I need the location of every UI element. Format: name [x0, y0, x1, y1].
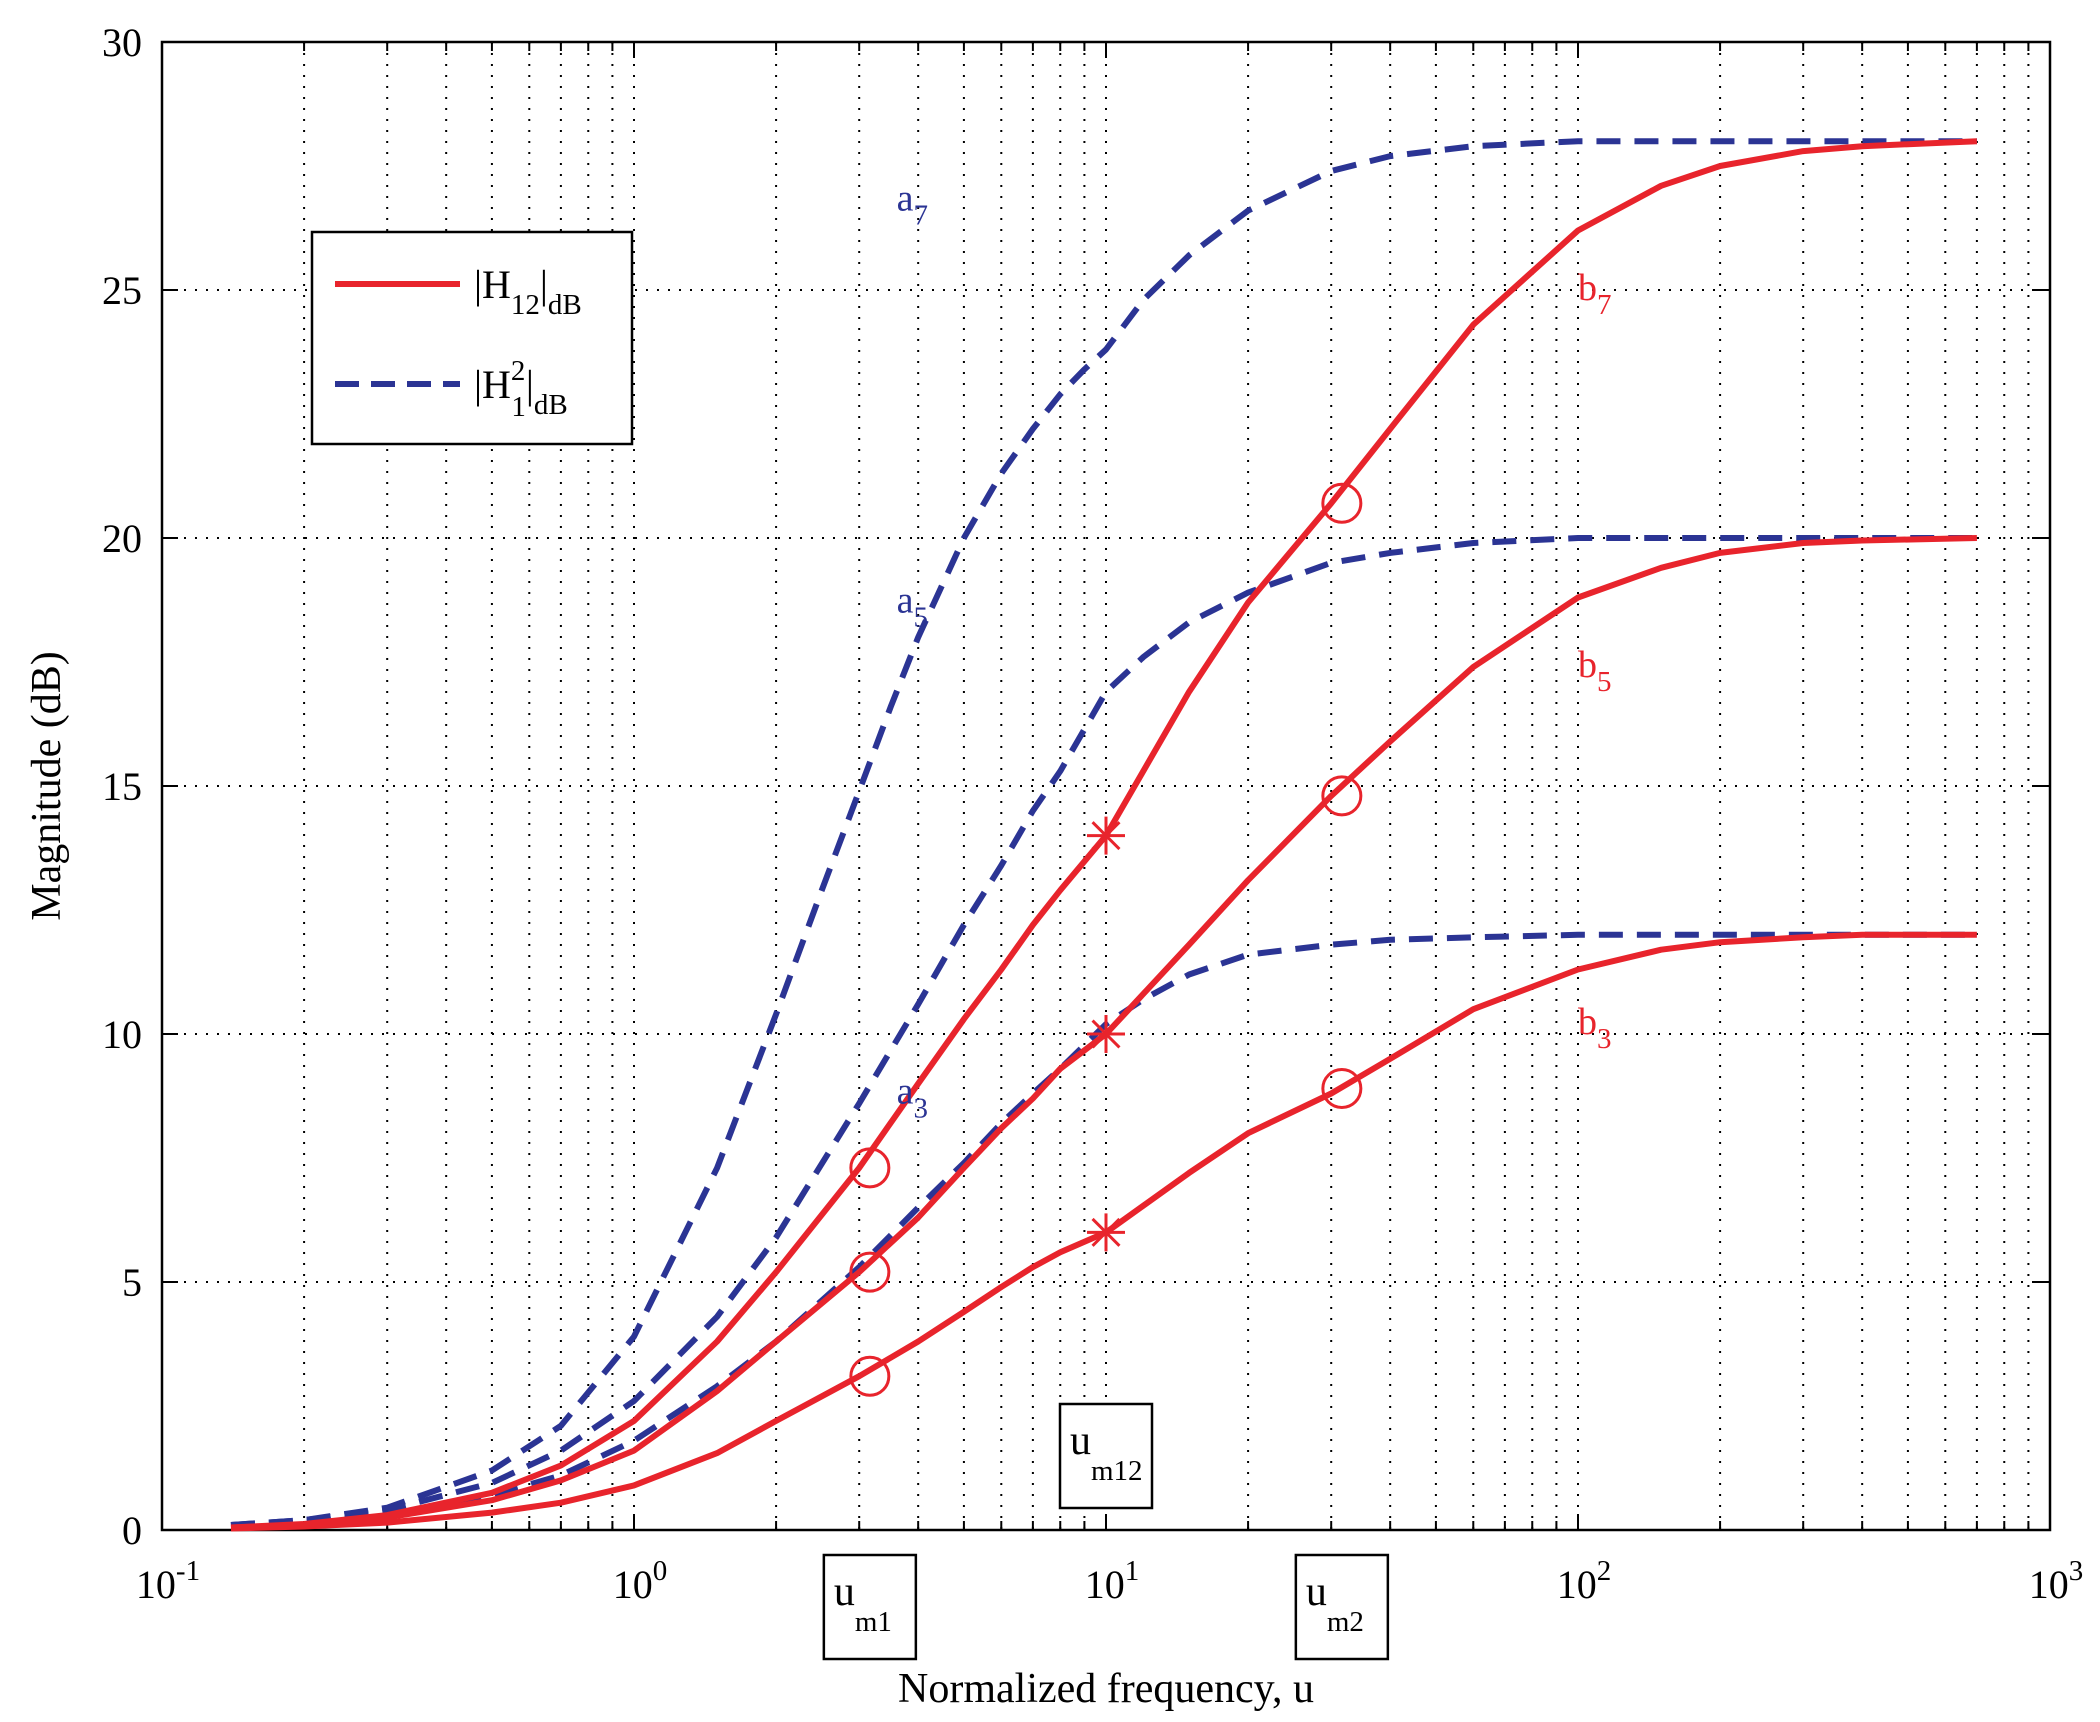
star-stroke — [1091, 821, 1121, 851]
series-line-b7 — [230, 138, 1978, 1531]
y-tick-label: 20 — [102, 516, 142, 561]
x-tick-label: 102 — [1557, 1555, 1612, 1607]
legend-label-2: |H2 1|dB — [474, 355, 568, 423]
boxed-label-m12: um12 — [1058, 1402, 1154, 1510]
circle-marker — [1321, 1068, 1363, 1110]
boxed-label-text: um12 — [1070, 1418, 1143, 1487]
curve-label-a5: a5 — [897, 579, 928, 633]
y-tick-label: 0 — [122, 1508, 142, 1553]
star-stroke — [1091, 1217, 1121, 1247]
legend: |H12|dB |H2 1|dB — [310, 230, 634, 446]
series-line-b5 — [230, 535, 1977, 1531]
boxed-label-m1: um1 — [822, 1553, 918, 1661]
y-tick-label: 25 — [102, 268, 142, 313]
legend-box — [310, 230, 634, 446]
series-line-b3 — [230, 931, 1977, 1532]
markers-group — [849, 482, 1363, 1397]
circle-marker — [849, 1147, 891, 1189]
curve-labels: a7 a5 a3 b7 b5 b3 — [897, 178, 1612, 1125]
circle-marker — [1321, 775, 1363, 817]
circle-marker — [1321, 482, 1363, 524]
circle-marker — [849, 1251, 891, 1293]
star-marker — [1087, 816, 1125, 855]
y-tick-label: 10 — [102, 1012, 142, 1057]
legend-label-1: |H12|dB — [474, 262, 582, 321]
axis-ticks: 10-1 100 101 102 103 0 5 10 15 20 25 30 — [102, 20, 2083, 1607]
y-tick-label: 5 — [122, 1260, 142, 1305]
y-axis-title: Magnitude (dB) — [24, 651, 70, 920]
star-marker — [1087, 1015, 1125, 1053]
x-tick-label: 101 — [1085, 1555, 1140, 1607]
boxed-label-text: um1 — [834, 1569, 892, 1638]
star-marker — [1087, 1213, 1125, 1252]
x-tick-label: 100 — [613, 1555, 668, 1607]
series-line-a5 — [230, 535, 1977, 1528]
y-tick-label: 15 — [102, 764, 142, 809]
boxed-label-frame — [1294, 1553, 1390, 1661]
curve-label-b7: b7 — [1578, 267, 1612, 321]
y-tick-label: 30 — [102, 20, 142, 65]
x-tick-label: 103 — [2029, 1555, 2084, 1607]
curve-label-a7: a7 — [897, 178, 928, 232]
x-axis-title: Normalized frequency, u — [898, 1666, 1314, 1712]
x-tick-label: 10-1 — [136, 1555, 200, 1607]
curve-label-b3: b3 — [1578, 1001, 1612, 1055]
circle-marker — [849, 1355, 891, 1397]
boxed-label-text: um2 — [1306, 1569, 1364, 1638]
star-stroke — [1091, 1019, 1121, 1049]
series-group — [230, 138, 1978, 1532]
boxed-labels: um12 um1 um2 — [822, 1402, 1390, 1661]
boxed-label-frame — [1058, 1402, 1154, 1510]
curve-label-a3: a3 — [897, 1070, 928, 1124]
boxed-label-frame — [822, 1553, 918, 1661]
boxed-label-m2: um2 — [1294, 1553, 1390, 1661]
curve-label-b5: b5 — [1578, 644, 1612, 698]
